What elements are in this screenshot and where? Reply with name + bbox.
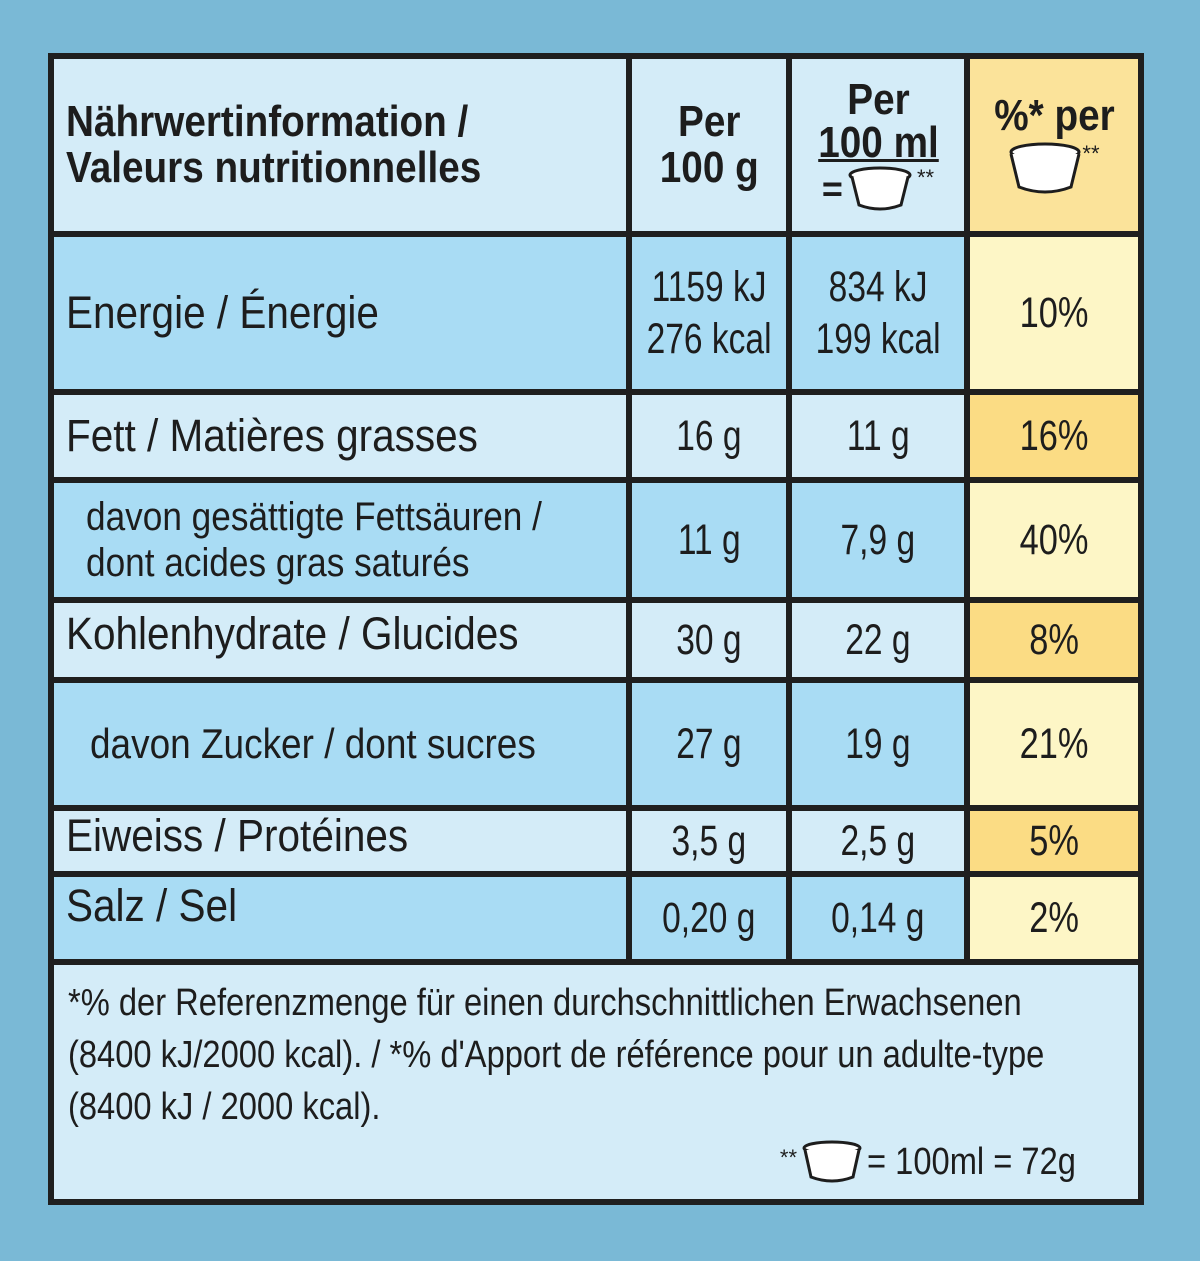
ice-cream-tub-icon: [848, 166, 912, 211]
row-energy-percent: 10%: [970, 237, 1138, 389]
row-energy-per-100ml: 834 kJ 199 kcal: [792, 237, 964, 389]
row-saturated-fat-per-100g: 11 g: [632, 483, 786, 597]
header-percent-cell: %* per **: [970, 59, 1138, 231]
row-carbohydrates-label: Kohlenhydrate / Glucides: [54, 603, 626, 677]
row-sugars-per-100ml: 19 g: [792, 683, 964, 805]
serving-size-note: ** = 100ml = 72g: [780, 1139, 1110, 1185]
row-sugars-label: davon Zucker / dont sucres: [54, 683, 626, 805]
header-label-cell: Nährwertinformation / Valeurs nutritionn…: [54, 59, 626, 231]
ice-cream-tub-icon: [1009, 142, 1081, 194]
row-protein-per-100g: 3,5 g: [632, 811, 786, 871]
row-carbohydrates-percent: 8%: [970, 603, 1138, 677]
row-fat-percent: 16%: [970, 395, 1138, 477]
nutrition-table: Nährwertinformation / Valeurs nutritionn…: [48, 53, 1144, 1205]
row-saturated-fat-percent: 40%: [970, 483, 1138, 597]
footnote-line-3: (8400 kJ / 2000 kcal).: [68, 1086, 381, 1128]
ice-cream-tub-icon: [802, 1140, 862, 1183]
header-per-100ml: Per 100 ml = **: [810, 77, 947, 213]
row-salt-label: Salz / Sel: [54, 877, 626, 959]
header-per-100ml-cell: Per 100 ml = **: [792, 59, 964, 231]
footnote: *% der Referenzmenge für einen durchschn…: [54, 965, 1138, 1199]
row-carbohydrates-per-100g: 30 g: [632, 603, 786, 677]
header-per-100g: Per 100 g: [659, 97, 759, 192]
header-per-100g-cell: Per 100 g: [632, 59, 786, 231]
row-protein-label: Eiweiss / Protéines: [54, 811, 626, 871]
row-sugars-percent: 21%: [970, 683, 1138, 805]
row-sugars-per-100g: 27 g: [632, 683, 786, 805]
header-label: Nährwertinformation / Valeurs nutritionn…: [66, 97, 482, 192]
row-salt-per-100g: 0,20 g: [632, 877, 786, 959]
row-fat-per-100ml: 11 g: [792, 395, 964, 477]
row-energy-per-100g: 1159 kJ 276 kcal: [632, 237, 786, 389]
row-salt-percent: 2%: [970, 877, 1138, 959]
row-energy-label: Energie / Énergie: [54, 237, 626, 389]
row-saturated-fat-per-100ml: 7,9 g: [792, 483, 964, 597]
footnote-line-2: (8400 kJ/2000 kcal). / *% d'Apport de ré…: [68, 1034, 1045, 1076]
row-fat-per-100g: 16 g: [632, 395, 786, 477]
row-salt-per-100ml: 0,14 g: [792, 877, 964, 959]
footnote-line-1: *% der Referenzmenge für einen durchschn…: [68, 982, 1022, 1024]
row-saturated-fat-label: davon gesättigte Fettsäuren / dont acide…: [54, 483, 626, 597]
row-fat-label: Fett / Matières grasses: [54, 395, 626, 477]
row-protein-per-100ml: 2,5 g: [792, 811, 964, 871]
row-carbohydrates-per-100ml: 22 g: [792, 603, 964, 677]
row-protein-percent: 5%: [970, 811, 1138, 871]
header-percent: %* per **: [986, 93, 1123, 197]
